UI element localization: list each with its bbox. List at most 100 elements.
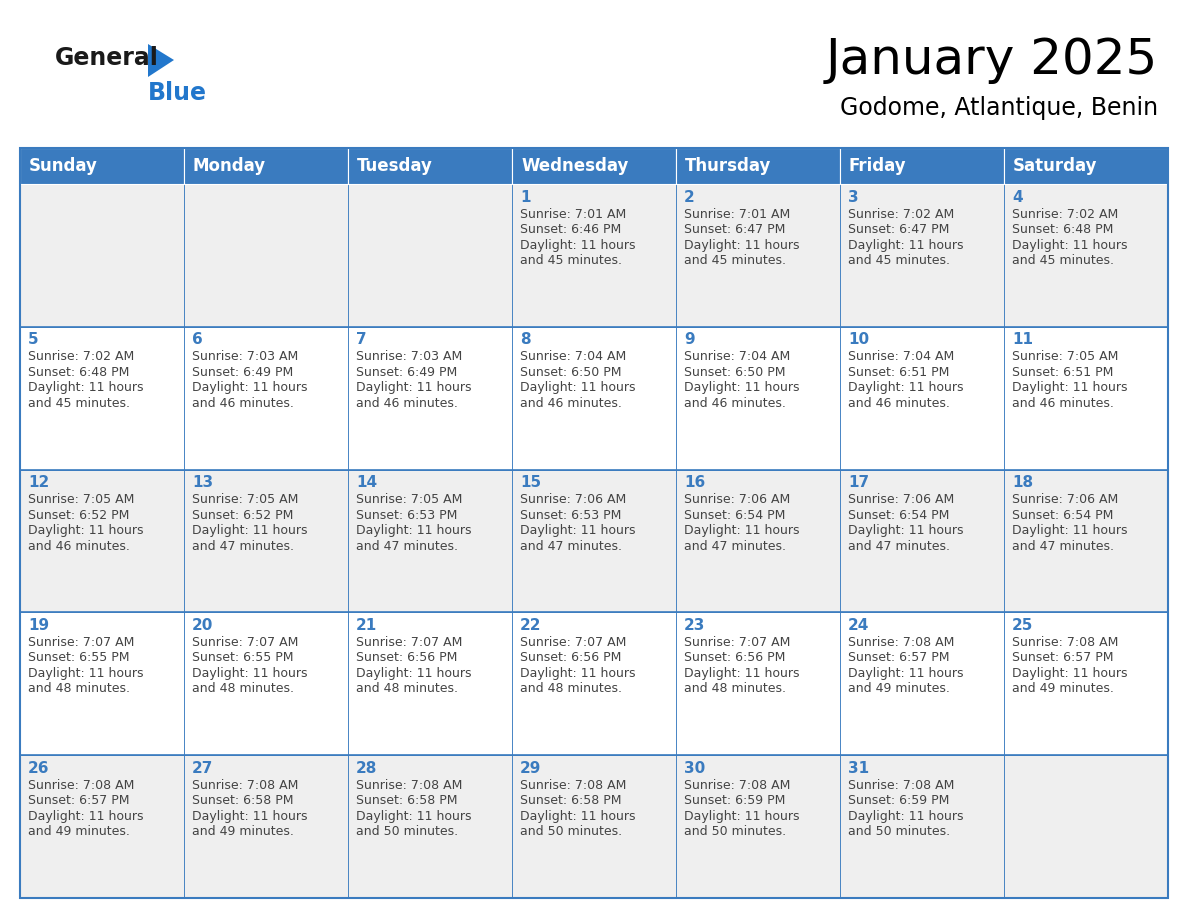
Text: Daylight: 11 hours: Daylight: 11 hours [29, 381, 144, 395]
Bar [676, 470, 840, 612]
Text: Sunset: 6:57 PM: Sunset: 6:57 PM [29, 794, 129, 807]
Bar [512, 184, 676, 327]
Text: Friday: Friday [849, 157, 906, 175]
Text: 29: 29 [520, 761, 542, 776]
Text: Daylight: 11 hours: Daylight: 11 hours [684, 666, 800, 680]
Text: Sunrise: 7:08 AM: Sunrise: 7:08 AM [848, 636, 954, 649]
Text: Daylight: 11 hours: Daylight: 11 hours [848, 810, 963, 823]
Text: 4: 4 [1012, 189, 1023, 205]
Text: Sunset: 6:47 PM: Sunset: 6:47 PM [848, 223, 949, 236]
Text: Daylight: 11 hours: Daylight: 11 hours [1012, 524, 1127, 537]
Text: 9: 9 [684, 332, 695, 347]
Text: Sunrise: 7:06 AM: Sunrise: 7:06 AM [848, 493, 954, 506]
Text: Sunrise: 7:02 AM: Sunrise: 7:02 AM [848, 207, 954, 220]
Text: Daylight: 11 hours: Daylight: 11 hours [29, 524, 144, 537]
Bar [348, 327, 512, 470]
Text: and 50 minutes.: and 50 minutes. [356, 825, 459, 838]
Bar [20, 148, 1168, 898]
Text: Saturday: Saturday [1013, 157, 1098, 175]
Text: and 46 minutes.: and 46 minutes. [356, 397, 457, 409]
Text: and 49 minutes.: and 49 minutes. [29, 825, 129, 838]
Text: Sunset: 6:49 PM: Sunset: 6:49 PM [356, 365, 457, 379]
Text: Sunrise: 7:05 AM: Sunrise: 7:05 AM [356, 493, 462, 506]
Text: Sunrise: 7:05 AM: Sunrise: 7:05 AM [29, 493, 134, 506]
Text: and 46 minutes.: and 46 minutes. [29, 540, 129, 553]
Text: Sunset: 6:53 PM: Sunset: 6:53 PM [520, 509, 621, 521]
Text: Daylight: 11 hours: Daylight: 11 hours [356, 524, 472, 537]
Text: Daylight: 11 hours: Daylight: 11 hours [356, 381, 472, 395]
Bar [184, 470, 348, 612]
Text: 6: 6 [192, 332, 203, 347]
Bar [840, 148, 1004, 184]
Text: Daylight: 11 hours: Daylight: 11 hours [684, 810, 800, 823]
Text: Sunset: 6:47 PM: Sunset: 6:47 PM [684, 223, 785, 236]
Text: Sunset: 6:56 PM: Sunset: 6:56 PM [356, 652, 457, 665]
Text: 15: 15 [520, 476, 541, 490]
Bar [20, 184, 184, 327]
Text: Wednesday: Wednesday [522, 157, 628, 175]
Bar [348, 148, 512, 184]
Text: 27: 27 [192, 761, 214, 776]
Text: Daylight: 11 hours: Daylight: 11 hours [520, 524, 636, 537]
Text: 30: 30 [684, 761, 706, 776]
Text: Sunset: 6:49 PM: Sunset: 6:49 PM [192, 365, 293, 379]
Bar [676, 612, 840, 756]
Text: 3: 3 [848, 189, 859, 205]
Bar [20, 470, 184, 612]
Text: and 50 minutes.: and 50 minutes. [848, 825, 950, 838]
Text: Sunrise: 7:08 AM: Sunrise: 7:08 AM [520, 778, 626, 791]
Bar [840, 327, 1004, 470]
Text: Sunset: 6:55 PM: Sunset: 6:55 PM [192, 652, 293, 665]
Text: Daylight: 11 hours: Daylight: 11 hours [520, 381, 636, 395]
Text: 14: 14 [356, 476, 377, 490]
Text: 10: 10 [848, 332, 870, 347]
Text: Sunrise: 7:07 AM: Sunrise: 7:07 AM [356, 636, 462, 649]
Text: 16: 16 [684, 476, 706, 490]
Bar [840, 756, 1004, 898]
Text: Sunset: 6:52 PM: Sunset: 6:52 PM [192, 509, 293, 521]
Bar [184, 327, 348, 470]
Text: Sunset: 6:58 PM: Sunset: 6:58 PM [356, 794, 457, 807]
Text: Sunset: 6:54 PM: Sunset: 6:54 PM [1012, 509, 1113, 521]
Text: Sunrise: 7:07 AM: Sunrise: 7:07 AM [520, 636, 626, 649]
Text: and 46 minutes.: and 46 minutes. [684, 397, 786, 409]
Bar [1004, 756, 1168, 898]
Text: January 2025: January 2025 [826, 36, 1158, 84]
Text: Sunrise: 7:06 AM: Sunrise: 7:06 AM [520, 493, 626, 506]
Text: Sunrise: 7:08 AM: Sunrise: 7:08 AM [29, 778, 134, 791]
Bar [840, 470, 1004, 612]
Text: Sunrise: 7:03 AM: Sunrise: 7:03 AM [356, 351, 462, 364]
Text: and 47 minutes.: and 47 minutes. [356, 540, 459, 553]
Text: and 48 minutes.: and 48 minutes. [684, 682, 786, 696]
Text: Daylight: 11 hours: Daylight: 11 hours [684, 524, 800, 537]
Text: and 50 minutes.: and 50 minutes. [684, 825, 786, 838]
Text: Sunrise: 7:08 AM: Sunrise: 7:08 AM [848, 778, 954, 791]
Bar [676, 148, 840, 184]
Text: and 47 minutes.: and 47 minutes. [1012, 540, 1114, 553]
Text: Sunset: 6:55 PM: Sunset: 6:55 PM [29, 652, 129, 665]
Text: and 45 minutes.: and 45 minutes. [29, 397, 129, 409]
Text: 12: 12 [29, 476, 49, 490]
Text: Thursday: Thursday [685, 157, 771, 175]
Text: 2: 2 [684, 189, 695, 205]
Text: and 46 minutes.: and 46 minutes. [192, 397, 293, 409]
Text: Sunrise: 7:05 AM: Sunrise: 7:05 AM [192, 493, 298, 506]
Text: Sunrise: 7:05 AM: Sunrise: 7:05 AM [1012, 351, 1118, 364]
Text: 26: 26 [29, 761, 50, 776]
Text: Sunrise: 7:02 AM: Sunrise: 7:02 AM [1012, 207, 1118, 220]
Text: Daylight: 11 hours: Daylight: 11 hours [520, 810, 636, 823]
Text: 28: 28 [356, 761, 378, 776]
Bar [676, 184, 840, 327]
Text: 22: 22 [520, 618, 542, 633]
Bar [348, 184, 512, 327]
Text: and 48 minutes.: and 48 minutes. [356, 682, 459, 696]
Bar [840, 184, 1004, 327]
Text: 11: 11 [1012, 332, 1034, 347]
Bar [1004, 612, 1168, 756]
Text: and 48 minutes.: and 48 minutes. [29, 682, 129, 696]
Text: Daylight: 11 hours: Daylight: 11 hours [192, 381, 308, 395]
Text: and 49 minutes.: and 49 minutes. [192, 825, 293, 838]
Text: and 45 minutes.: and 45 minutes. [1012, 254, 1114, 267]
Text: Sunset: 6:57 PM: Sunset: 6:57 PM [1012, 652, 1113, 665]
Text: Daylight: 11 hours: Daylight: 11 hours [848, 524, 963, 537]
